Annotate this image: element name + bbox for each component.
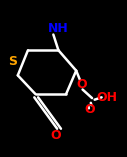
- Text: O: O: [51, 129, 61, 141]
- Text: NH: NH: [48, 22, 69, 35]
- Text: OH: OH: [96, 91, 117, 104]
- Text: O: O: [85, 103, 96, 116]
- Text: S: S: [8, 55, 17, 68]
- Text: O: O: [76, 78, 87, 91]
